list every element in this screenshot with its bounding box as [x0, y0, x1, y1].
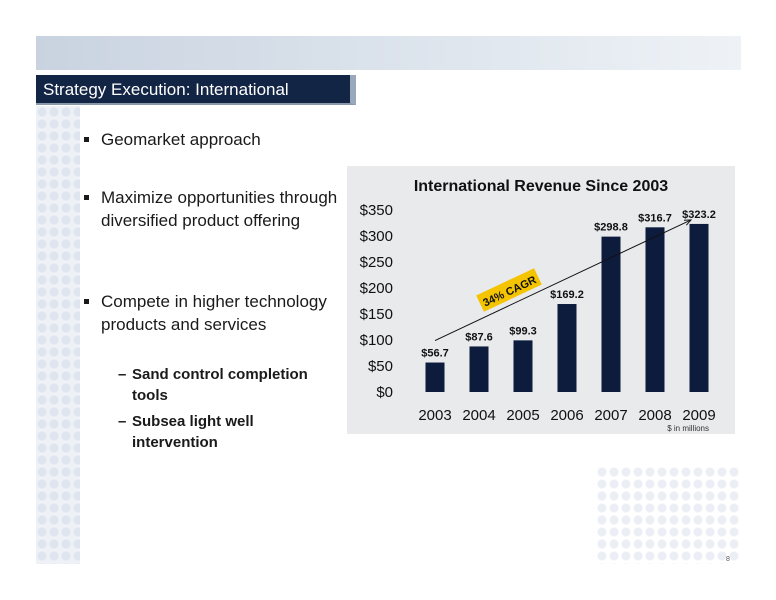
x-tick-label: 2005 [506, 407, 539, 424]
left-texture [36, 106, 80, 564]
chart-title: International Revenue Since 2003 [414, 178, 668, 195]
x-tick-label: 2007 [594, 407, 627, 424]
bar-2004 [469, 346, 489, 392]
data-label: $169.2 [550, 289, 584, 301]
y-tick-label: $100 [360, 332, 393, 349]
chart-panel: International Revenue Since 2003 $0 $50 $1… [347, 166, 735, 434]
y-tick-label: $350 [360, 202, 393, 219]
data-label: $99.3 [509, 325, 537, 337]
x-tick-label: 2008 [638, 407, 671, 424]
units-note: $ in millions [667, 424, 709, 433]
bullet-text: Geomarket approach [101, 130, 261, 149]
sub-bullet-item: – Subsea light well intervention [118, 411, 332, 453]
bar-2006 [557, 304, 577, 392]
bullet-marker [84, 195, 89, 200]
x-tick-label: 2009 [682, 407, 715, 424]
header-band [36, 36, 741, 70]
y-tick-label: $250 [360, 254, 393, 271]
data-label: $56.7 [421, 348, 449, 360]
revenue-chart: International Revenue Since 2003 $0 $50 $1… [360, 178, 716, 433]
data-label: $87.6 [465, 331, 493, 343]
sub-bullet-text: Sand control completion tools [132, 366, 308, 404]
cagr-label-background [476, 268, 542, 312]
bottom-texture [596, 466, 741, 564]
bullet-item: Geomarket approach [84, 128, 341, 151]
bullet-text: Maximize opportunities through diversifi… [101, 188, 338, 230]
y-tick-label: $200 [360, 280, 393, 297]
bar-2008 [645, 227, 665, 392]
x-tick-label: 2003 [418, 407, 451, 424]
sub-bullet-dash: – [118, 413, 127, 430]
y-tick-label: $150 [360, 306, 393, 323]
cagr-trend-line [434, 219, 692, 341]
sub-bullet-dash: – [118, 366, 127, 383]
bar-2003 [425, 362, 445, 392]
bullet-item: Maximize opportunities through diversifi… [84, 186, 341, 232]
bullet-item: Compete in higher technology products an… [84, 290, 341, 336]
y-tick-label: $300 [360, 228, 393, 245]
y-tick-label: $50 [368, 358, 393, 375]
bar-2007 [601, 236, 621, 392]
bullet-marker [84, 299, 89, 304]
data-label: $323.2 [682, 209, 716, 221]
x-tick-label: 2004 [462, 407, 495, 424]
bullet-text: Compete in higher technology products an… [101, 292, 327, 334]
bar-2005 [513, 340, 533, 392]
slide-title: Strategy Execution: International [43, 80, 289, 99]
data-label: $316.7 [638, 212, 672, 224]
bullet-marker [84, 137, 89, 142]
trend-arrowhead [683, 219, 693, 226]
bar-2009 [689, 223, 709, 392]
title-bar: Strategy Execution: International [36, 75, 356, 105]
sub-bullet-text: Subsea light well intervention [132, 413, 254, 451]
data-label: $298.8 [594, 222, 628, 234]
page-number: 8 [726, 556, 730, 563]
x-tick-label: 2006 [550, 407, 583, 424]
y-tick-label: $0 [376, 384, 393, 401]
sub-bullet-item: – Sand control completion tools [118, 364, 332, 406]
